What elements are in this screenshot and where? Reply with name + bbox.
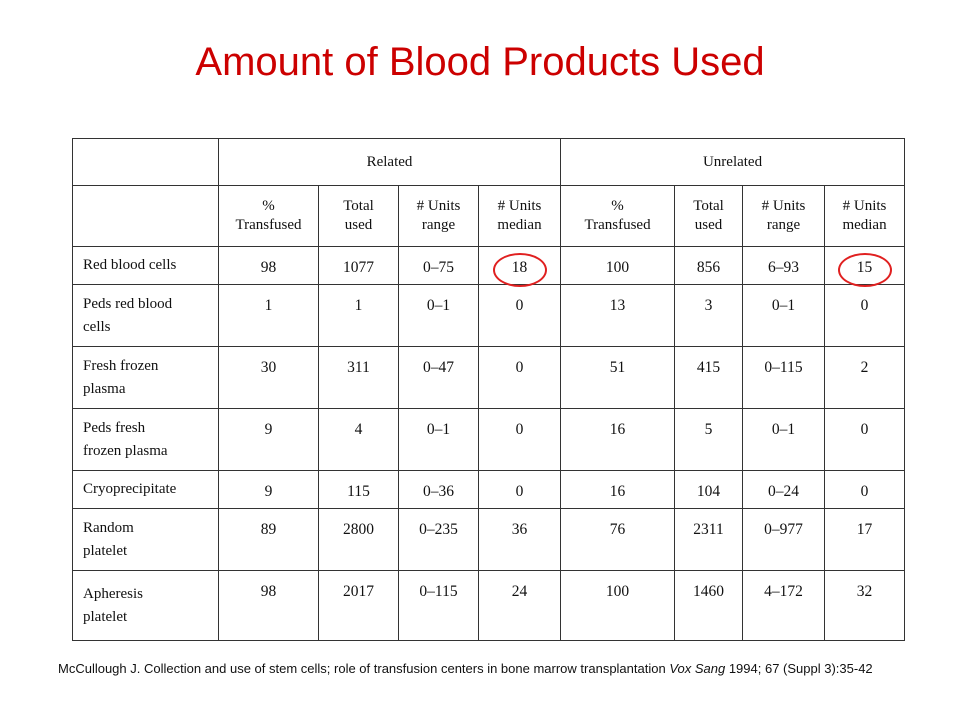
table-cell: 0–1 bbox=[742, 408, 826, 471]
table-cell: 0–75 bbox=[398, 246, 479, 285]
table-cell: 0–24 bbox=[742, 470, 826, 509]
table-cell: 104 bbox=[674, 470, 744, 509]
citation: McCullough J. Collection and use of stem… bbox=[58, 660, 918, 677]
row-label-header bbox=[72, 185, 219, 247]
table-cell: 2 bbox=[824, 346, 906, 409]
table-row: Red blood cells 98 1077 0–75 18 100 856 6–93 15 bbox=[72, 246, 906, 287]
citation-text: McCullough J. Collection and use of stem… bbox=[58, 661, 670, 676]
table-cell: 0–115 bbox=[742, 346, 826, 409]
row-label: Apheresis platelet bbox=[72, 570, 219, 641]
table-cell: 0–115 bbox=[398, 570, 479, 641]
row-label: Peds fresh frozen plasma bbox=[72, 408, 219, 471]
table-cell: 76 bbox=[560, 508, 676, 571]
blood-products-table-container: Related Unrelated % Transfused Total used … bbox=[72, 138, 906, 641]
highlight-circle bbox=[492, 253, 547, 287]
table-cell: 1 bbox=[318, 284, 399, 347]
table-cell: 13 bbox=[560, 284, 676, 347]
table-row: Random platelet 89 2800 0–235 36 76 2311 0–977 17 bbox=[72, 508, 906, 571]
table-cell: 856 bbox=[674, 246, 744, 285]
table-cell: 98 bbox=[218, 570, 319, 641]
table-cell: 6–93 bbox=[742, 246, 826, 285]
table-cell: 1 bbox=[218, 284, 319, 347]
table-cell: 0 bbox=[477, 346, 562, 409]
table-cell: 32 bbox=[824, 570, 906, 641]
column-header: # Units median bbox=[477, 185, 562, 247]
table-cell: 115 bbox=[318, 470, 399, 509]
table-cell: 2800 bbox=[318, 508, 399, 571]
column-header: Total used bbox=[674, 185, 744, 247]
table-cell: 0–1 bbox=[398, 408, 479, 471]
row-label: Fresh frozen plasma bbox=[72, 346, 219, 409]
table-cell: 98 bbox=[218, 246, 319, 285]
table-cell: 9 bbox=[218, 470, 319, 509]
table-cell: 0 bbox=[477, 408, 562, 471]
table-cell: 9 bbox=[218, 408, 319, 471]
row-label: Random platelet bbox=[72, 508, 219, 571]
table-cell: 18 bbox=[477, 246, 562, 287]
highlight-circle bbox=[837, 253, 892, 287]
table-cell: 311 bbox=[318, 346, 399, 409]
table-row: Peds fresh frozen plasma 9 4 0–1 0 16 5 0–1 0 bbox=[72, 408, 906, 471]
table-cell: 2311 bbox=[674, 508, 744, 571]
column-header: % Transfused bbox=[218, 185, 319, 247]
table-cell: 0–47 bbox=[398, 346, 479, 409]
table-cell: 5 bbox=[674, 408, 744, 471]
table-cell: 1460 bbox=[674, 570, 744, 641]
table-cell: 17 bbox=[824, 508, 906, 571]
table-cell: 0 bbox=[477, 470, 562, 509]
table-cell: 0 bbox=[824, 284, 906, 347]
table-cell: 0 bbox=[824, 408, 906, 471]
column-header: % Transfused bbox=[560, 185, 676, 247]
table-cell: 16 bbox=[560, 470, 676, 509]
table-cell: 1077 bbox=[318, 246, 399, 285]
column-header: # Units median bbox=[824, 185, 906, 247]
citation-journal: Vox Sang bbox=[669, 661, 726, 676]
table-cell: 30 bbox=[218, 346, 319, 409]
table-cell: 100 bbox=[560, 246, 676, 285]
column-header: # Units range bbox=[398, 185, 479, 247]
table-cell: 4–172 bbox=[742, 570, 826, 641]
table-row: Peds red blood cells 1 1 0–1 0 13 3 0–1 0 bbox=[72, 284, 906, 347]
table-cell: 100 bbox=[560, 570, 676, 641]
blood-products-table: Related Unrelated % Transfused Total used … bbox=[72, 138, 906, 641]
table-cell: 0–977 bbox=[742, 508, 826, 571]
table-cell: 0–1 bbox=[398, 284, 479, 347]
group-header-related: Related bbox=[217, 138, 562, 186]
row-label: Peds red blood cells bbox=[72, 284, 219, 347]
row-label: Cryoprecipitate bbox=[72, 470, 219, 509]
column-header: Total used bbox=[318, 185, 399, 247]
table-body: Red blood cells 98 1077 0–75 18 100 856 6–93 15 P… bbox=[72, 246, 906, 641]
slide-title: Amount of Blood Products Used bbox=[195, 40, 765, 84]
corner-cell bbox=[72, 138, 219, 186]
table-row: Cryoprecipitate 9 115 0–36 0 16 104 0–24 0 bbox=[72, 470, 906, 509]
table-cell: 0–235 bbox=[398, 508, 479, 571]
table-cell: 51 bbox=[560, 346, 676, 409]
table-cell: 415 bbox=[674, 346, 744, 409]
table-cell: 15 bbox=[824, 246, 906, 287]
table-cell: 0 bbox=[477, 284, 562, 347]
table-cell: 36 bbox=[477, 508, 562, 571]
table-row: Apheresis platelet 98 2017 0–115 24 100 1460 4–1… bbox=[72, 570, 906, 641]
group-header-unrelated: Unrelated bbox=[560, 138, 906, 186]
row-label: Red blood cells bbox=[72, 246, 219, 285]
table-cell: 0 bbox=[824, 470, 906, 509]
table-cell: 0–1 bbox=[742, 284, 826, 347]
table-cell: 3 bbox=[674, 284, 744, 347]
column-header: # Units range bbox=[742, 185, 826, 247]
table-cell: 89 bbox=[218, 508, 319, 571]
table-row: Fresh frozen plasma 30 311 0–47 0 51 415 0–115 2 bbox=[72, 346, 906, 409]
table-cell: 4 bbox=[318, 408, 399, 471]
table-cell: 24 bbox=[477, 570, 562, 641]
citation-reference: 1994; 67 (Suppl 3):35-42 bbox=[725, 661, 873, 676]
table-cell: 16 bbox=[560, 408, 676, 471]
table-cell: 0–36 bbox=[398, 470, 479, 509]
table-cell: 2017 bbox=[318, 570, 399, 641]
